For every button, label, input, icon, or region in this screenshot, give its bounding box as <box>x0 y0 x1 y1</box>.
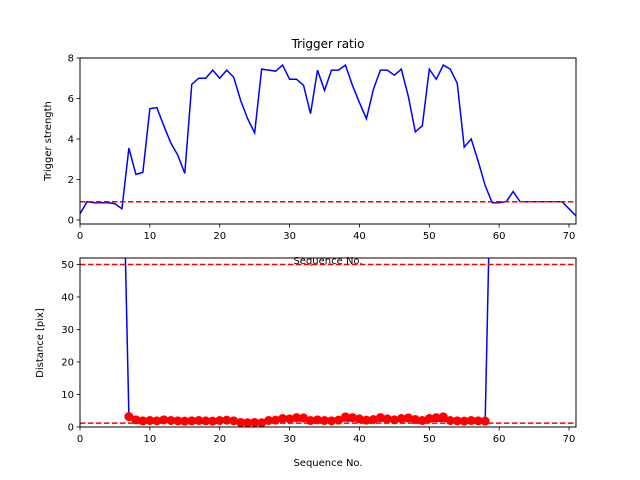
top-chart-xtick-label: 0 <box>77 231 83 242</box>
bottom-chart-ytick-label: 0 <box>68 423 74 434</box>
top-chart-frame <box>79 57 577 225</box>
top-chart-ytick-label: 2 <box>68 175 74 186</box>
bottom-chart-marks <box>80 258 576 427</box>
bottom-chart-ytick-label: 10 <box>61 390 74 401</box>
bottom-chart-plot-area <box>80 258 576 427</box>
top-chart-title: Trigger ratio <box>291 37 365 51</box>
bottom-chart-ylabel: Distance [pix] <box>35 308 46 378</box>
bottom-chart-point <box>375 413 385 423</box>
bottom-chart-ytick-label: 50 <box>61 260 74 271</box>
bottom-chart-point <box>257 418 267 427</box>
bottom-chart-point <box>396 414 406 424</box>
top-chart-ytick-label: 8 <box>68 54 74 65</box>
bottom-chart-point <box>424 414 434 424</box>
bottom-chart-frame <box>79 257 577 428</box>
bottom-chart-point <box>285 414 295 424</box>
bottom-chart-point <box>250 417 260 427</box>
bottom-chart-point <box>299 413 309 423</box>
top-chart-ytick-label: 4 <box>68 134 74 145</box>
bottom-chart-point <box>124 412 134 422</box>
bottom-chart-ytick-label: 40 <box>61 293 74 304</box>
bottom-chart-ticks: 0 10 20 30 40 50 60 70 0 10 20 30 40 50 <box>61 260 575 445</box>
bottom-chart-xtick-label: 60 <box>493 434 506 445</box>
bottom-chart-point <box>438 412 448 422</box>
bottom-chart-point <box>480 416 490 426</box>
bottom-chart-xtick-label: 0 <box>77 434 83 445</box>
top-chart-marks <box>80 63 576 217</box>
bottom-chart-point <box>403 413 413 423</box>
bottom-chart-xtick-label: 40 <box>353 434 366 445</box>
bottom-chart-point <box>340 412 350 422</box>
bottom-chart-xlabel: Sequence No. <box>293 458 362 469</box>
bottom-chart-ytick-label: 20 <box>61 358 74 369</box>
bottom-chart-xtick-label: 30 <box>283 434 296 445</box>
bottom-chart-point <box>382 414 392 424</box>
bottom-chart-point <box>243 418 253 427</box>
bottom-chart-point <box>313 415 323 425</box>
bottom-chart-point <box>347 413 357 423</box>
bottom-chart-point <box>354 414 364 424</box>
top-chart-ytick-label: 6 <box>68 94 74 105</box>
bottom-chart-point <box>368 415 378 425</box>
top-chart-xtick-label: 60 <box>493 231 506 242</box>
top-chart-ticks: 0 10 20 30 40 50 60 70 0 2 4 6 8 <box>68 54 576 243</box>
top-panel: Trigger ratio 0 10 20 30 40 50 60 70 0 2 4 6 8 Seque… <box>43 37 577 267</box>
bottom-chart-point <box>431 413 441 423</box>
bottom-chart-point <box>410 415 420 425</box>
bottom-chart-xtick-label: 50 <box>423 434 436 445</box>
top-chart-xtick-label: 40 <box>353 231 366 242</box>
top-chart-xtick-label: 50 <box>423 231 436 242</box>
bottom-chart-xtick-label: 70 <box>563 434 576 445</box>
bottom-chart-point <box>159 415 169 425</box>
bottom-chart-xtick-label: 20 <box>213 434 226 445</box>
top-chart-ytick-label: 0 <box>68 215 74 226</box>
bottom-chart-xtick-label: 10 <box>143 434 156 445</box>
top-chart-xtick-label: 20 <box>213 231 226 242</box>
top-chart-xtick-label: 30 <box>283 231 296 242</box>
top-chart-xtick-label: 10 <box>143 231 156 242</box>
bottom-chart-point <box>389 415 399 425</box>
bottom-chart-point <box>278 414 288 424</box>
bottom-chart-ytick-label: 30 <box>61 325 74 336</box>
top-chart-ylabel: Trigger strength <box>43 101 54 182</box>
top-chart-plot-area <box>80 63 576 217</box>
top-chart-xtick-label: 70 <box>563 231 576 242</box>
bottom-chart-point <box>292 413 302 423</box>
top-chart-xlabel: Sequence No. <box>293 256 362 267</box>
top-chart-series-line <box>80 63 576 217</box>
bottom-chart-point <box>131 415 141 425</box>
